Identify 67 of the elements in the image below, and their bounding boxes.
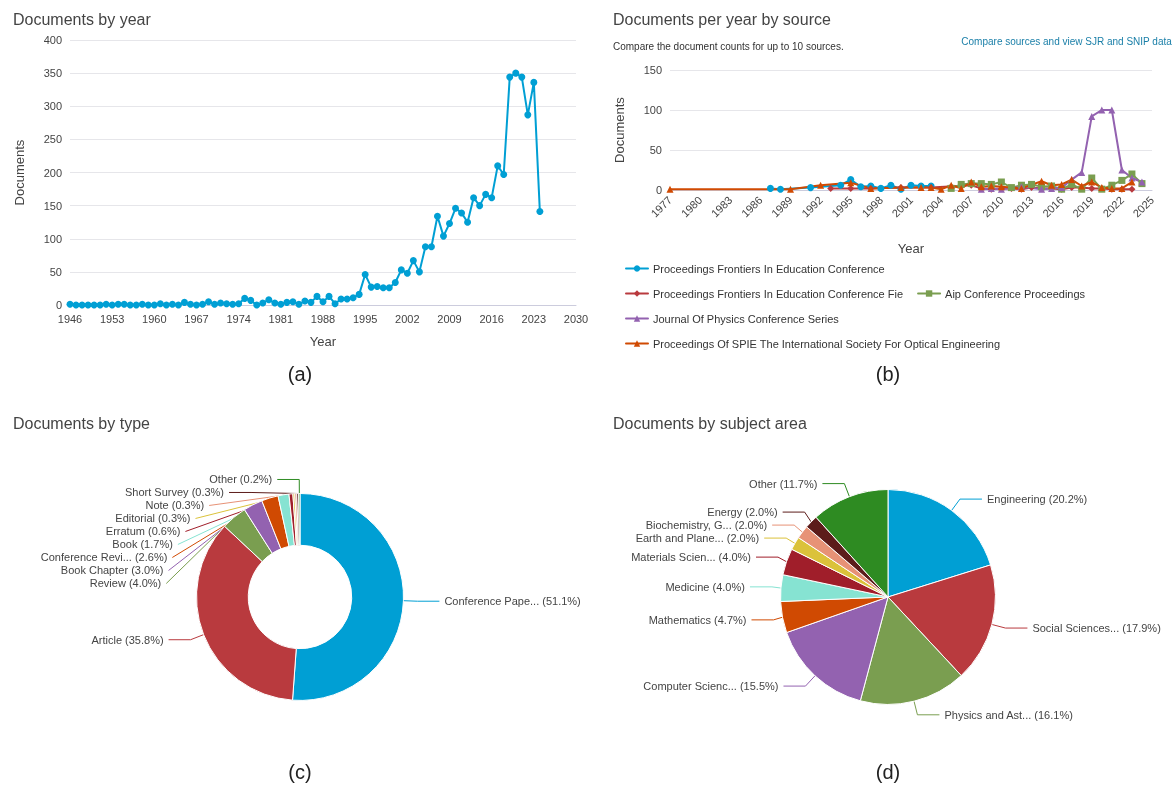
slice-label: Materials Scien... (4.0%) [631,551,752,564]
y-axis-title: Documents [612,96,627,163]
slice-label: Other (11.7%) [749,477,818,490]
y-tick-label: 300 [43,100,62,113]
slice-label: Article (35.8%) [91,633,164,646]
y-tick-label: 250 [43,133,62,146]
legend-label: Proceedings Of SPIE The International Society For Optical Engineering [653,337,1001,350]
x-axis-title: Year [897,241,925,256]
y-tick-label: 50 [49,265,62,278]
chart-title: Documents per year by source [613,10,831,28]
y-tick-label: 0 [55,299,62,311]
slice-label: Earth and Plane... (2.0%) [635,532,760,545]
slice-label: Mathematics (4.7%) [648,613,747,626]
y-tick-label: 150 [43,199,62,212]
x-tick-label: 1960 [142,312,167,325]
x-tick-label: 1995 [352,312,378,325]
y-tick-label: 150 [643,64,662,76]
chart-title: Documents by type [13,414,151,432]
slice-label: Note (0.3%) [145,499,205,512]
x-tick-label: 1967 [184,312,209,325]
slice-label: Book Chapter (3.0%) [60,564,164,577]
x-tick-label: 1946 [57,312,83,325]
slice-label: Conference Pape... (51.1%) [444,595,581,608]
text: (a) [287,363,313,385]
slice-label: Book (1.7%) [112,538,173,551]
slice-label: Review (4.0%) [89,577,162,590]
y-tick-label: 350 [43,67,62,80]
text: Compare sources and view SJR and SNIP data [961,35,1173,47]
y-tick-label: 0 [655,184,662,196]
y-tick-label: 100 [43,232,62,245]
slice-label: Energy (2.0%) [707,506,778,519]
y-tick-label: 50 [649,144,662,156]
y-tick-label: 400 [43,34,62,46]
y-axis-title: Documents [12,139,27,206]
text: (c) [288,761,312,783]
slice-label: Computer Scienc... (15.5%) [643,680,779,693]
chart-title: Documents by year [13,10,152,28]
x-tick-label: 2002 [395,312,420,325]
x-tick-label: 2016 [479,312,504,325]
x-tick-label: 1974 [226,312,251,325]
legend-label: Aip Conference Proceedings [945,287,1086,300]
slice-label: Short Survey (0.3%) [124,486,225,499]
text: (b) [875,363,901,385]
x-tick-label: 1953 [99,312,125,325]
x-tick-label: 1981 [268,312,294,325]
slice-label: Erratum (0.6%) [105,525,181,538]
text: (d) [875,761,901,783]
x-tick-label: 2023 [521,312,547,325]
x-axis-title: Year [309,334,337,349]
chart-subtitle: Compare the document counts for up to 10 sources. [613,40,844,52]
slice-label: Social Sciences... (17.9%) [1032,622,1161,635]
x-tick-label: 2030 [563,312,589,325]
legend-label: Journal Of Physics Conference Series [653,312,840,325]
slice-label: Medicine (4.0%) [665,580,745,593]
y-tick-label: 100 [643,104,662,116]
slice-label: Physics and Ast... (16.1%) [944,708,1073,721]
legend-label: Proceedings Frontiers In Education Conference [653,262,885,275]
slice-label: Editorial (0.3%) [115,512,191,525]
slice-label: Other (0.2%) [209,473,273,486]
slice-label: Conference Revi... (2.6%) [40,551,168,564]
x-tick-label: 2009 [437,312,462,325]
x-tick-label: 1988 [310,312,336,325]
slice-label: Biochemistry, G... (2.0%) [645,519,768,532]
slice-label: Engineering (20.2%) [986,493,1088,506]
y-tick-label: 200 [43,166,62,179]
chart-title: Documents by subject area [613,414,807,432]
legend-label: Proceedings Frontiers In Education Conference Fie [653,287,904,300]
